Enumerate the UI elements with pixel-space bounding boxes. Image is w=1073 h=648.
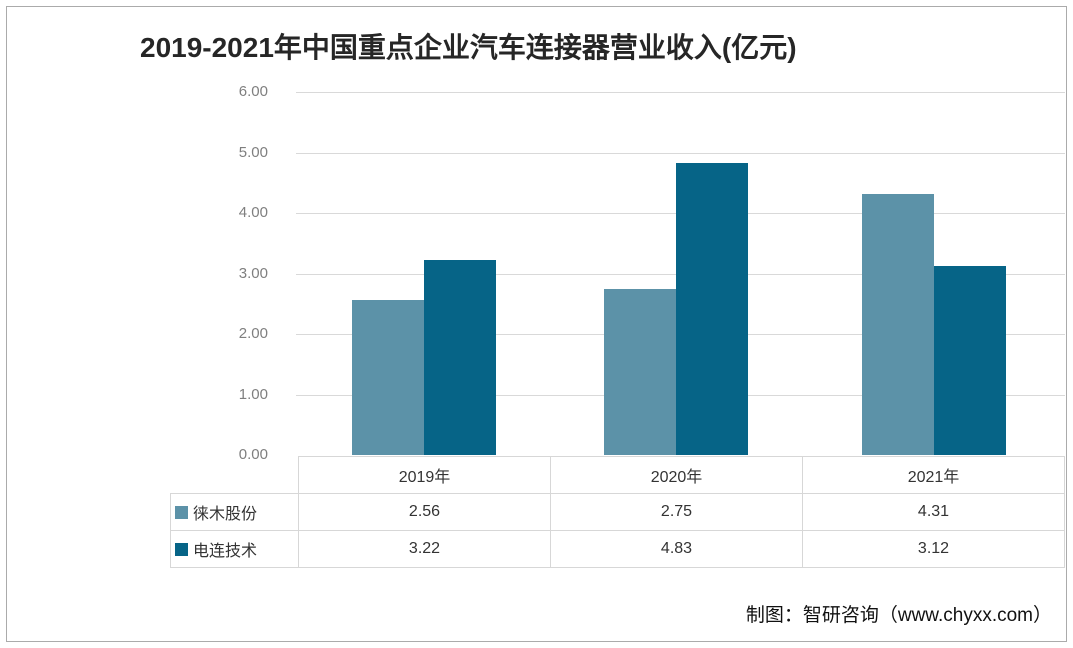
chart-title: 2019-2021年中国重点企业汽车连接器营业收入(亿元) [140,32,797,63]
value-cell: 2.56 [298,493,550,530]
legend-swatch-icon [175,505,188,519]
gridline [296,92,1065,93]
data-table: 2019年 2020年 2021年徕木股份 2.56 2.75 4.31 电连技术 3.22 4… [170,456,1065,568]
category-header-cell: 2020年 [550,456,802,493]
series-name-label: 徕木股份 [193,506,258,523]
series-name-label: 电连技术 [193,543,258,560]
bar-2019-series2 [424,260,496,455]
value-cell: 2.75 [550,493,802,530]
bar-2021-series1 [861,194,934,455]
series-name-cell: 徕木股份 [170,493,298,530]
source-credit: 制图：智研咨询（www.chyxx.com） [745,605,1052,626]
value-cell: 4.83 [550,530,802,568]
category-header-cell: 2019年 [298,456,550,493]
value-cell: 4.31 [802,493,1065,530]
bar-2019-series1 [352,300,424,455]
legend-swatch-icon [175,542,188,556]
y-tick-label: 4.00 [238,204,268,221]
y-tick-label: 5.00 [238,143,268,161]
table-corner-cell [170,456,298,493]
plot-area [296,92,1065,455]
y-tick-label: 1.00 [238,385,268,403]
category-header-cell: 2021年 [802,456,1065,493]
bar-2021-series2 [933,266,1006,455]
bar-2020-series1 [604,288,676,455]
gridline [296,152,1065,154]
value-cell: 3.22 [298,530,550,568]
y-tick-label: 6.00 [238,83,268,100]
y-axis: 0.00 1.00 2.00 3.00 4.00 5.00 6.00 [180,83,268,463]
series-name-cell: 电连技术 [170,530,298,568]
bar-2020-series2 [676,162,748,455]
y-tick-label: 3.00 [238,264,268,282]
value-cell: 3.12 [802,530,1065,568]
y-tick-label: 2.00 [238,325,268,342]
y-tick-label: 0.00 [238,446,268,463]
